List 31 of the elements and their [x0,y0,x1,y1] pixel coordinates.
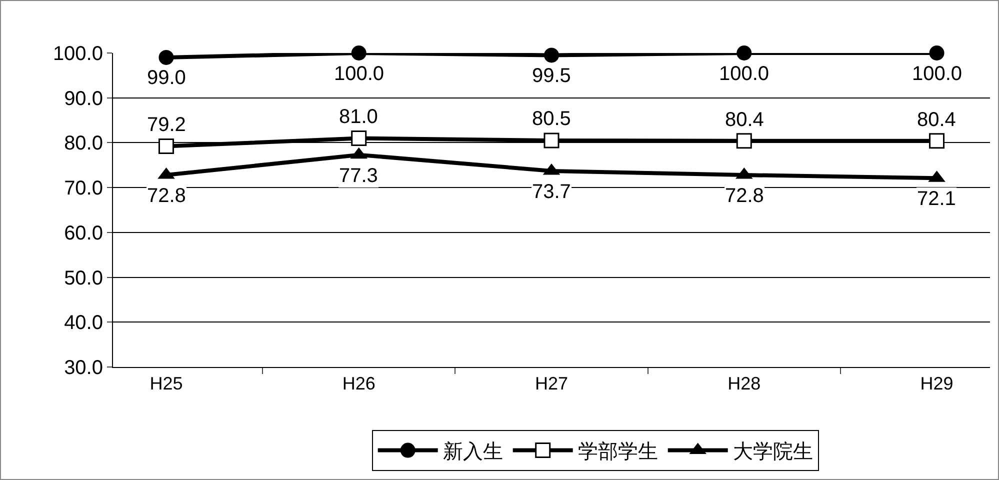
data-label: 99.5 [532,65,571,87]
data-label: 100.0 [719,63,770,85]
data-label: 81.0 [339,106,378,128]
data-label: 72.1 [917,188,956,210]
y-tick-label: 60.0 [64,222,103,244]
y-tick-label: 70.0 [64,178,103,200]
data-label: 99.0 [147,67,186,89]
data-label: 79.2 [147,114,186,136]
y-tick-label: 30.0 [64,357,103,379]
data-label: 73.7 [532,181,571,203]
y-tick-label: 100.0 [52,43,103,65]
x-tick-label: H27 [534,374,568,394]
data-label: 77.3 [339,165,378,187]
data-label: 80.5 [532,108,571,130]
data-label: 100.0 [334,63,384,85]
x-tick-label: H29 [920,374,954,394]
y-tick-label: 50.0 [64,267,103,290]
legend-label: 大学院生 [732,441,813,464]
data-label: 100.0 [912,63,962,85]
y-tick-label: 90.0 [64,88,103,110]
y-tick-label: 40.0 [64,312,103,334]
data-label: 80.4 [725,109,764,131]
x-tick-label: H25 [150,374,183,394]
legend-label: 学部学生 [578,441,658,464]
data-label: 72.8 [725,185,764,207]
y-tick-label: 80.0 [64,132,103,155]
legend-label: 新入生 [442,441,503,464]
x-tick-label: H26 [342,374,376,394]
data-label: 72.8 [147,185,186,207]
data-label: 80.4 [917,109,956,131]
x-tick-label: H28 [728,374,761,394]
